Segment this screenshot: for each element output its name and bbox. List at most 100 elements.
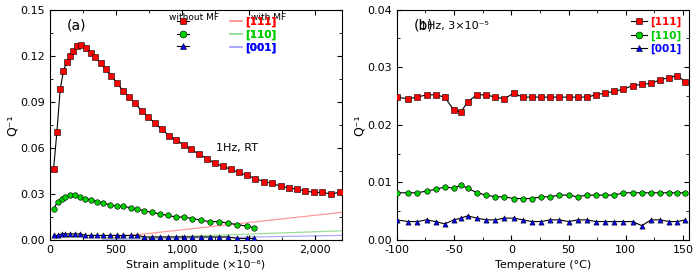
Point [223, 221, 234, 225]
Point [162, 235, 174, 239]
Point [68, 49, 79, 53]
Point [455, 110, 466, 114]
Point [193, 152, 204, 156]
Point [627, 190, 638, 195]
Point [139, 209, 150, 213]
Point [124, 95, 135, 99]
Point [61, 60, 72, 64]
Point [412, 219, 423, 224]
Point [654, 190, 666, 195]
Point [508, 196, 519, 201]
Point [680, 190, 691, 195]
Point [56, 232, 67, 236]
Point [125, 233, 136, 238]
Point [462, 186, 473, 190]
Point [72, 44, 83, 49]
Point [536, 95, 547, 99]
Point [248, 236, 260, 241]
X-axis label: Strain amplitude (×10⁻⁶): Strain amplitude (×10⁻⁶) [126, 261, 265, 270]
Point [412, 190, 423, 195]
Point [654, 218, 666, 222]
Point [48, 207, 59, 211]
Point [664, 219, 675, 224]
Point [554, 218, 565, 222]
Point [664, 190, 675, 195]
Point [92, 233, 103, 238]
Point [80, 196, 91, 201]
Point [146, 210, 158, 214]
Point [163, 133, 174, 138]
Text: 1Hz, RT: 1Hz, RT [216, 143, 258, 153]
Point [654, 78, 666, 82]
Point [645, 218, 657, 222]
Point [64, 54, 76, 58]
Point [283, 185, 294, 190]
Point [250, 176, 261, 181]
Point [609, 89, 620, 94]
Point [439, 222, 450, 226]
Point [104, 203, 116, 207]
Point [204, 235, 215, 239]
Point [232, 222, 243, 227]
Text: without MF: without MF [169, 13, 219, 22]
Point [402, 190, 414, 195]
Point [636, 190, 648, 195]
Point [609, 219, 620, 224]
Point [480, 93, 491, 97]
Point [554, 95, 565, 99]
Point [581, 218, 592, 222]
Text: with MF: with MF [251, 13, 286, 22]
Point [545, 195, 556, 199]
Point [125, 206, 136, 210]
Point [143, 115, 154, 119]
Point [600, 219, 611, 224]
Point [480, 193, 491, 197]
Point [572, 95, 583, 99]
Point [618, 190, 629, 195]
Point [130, 101, 141, 105]
Point [76, 43, 87, 47]
Point [69, 193, 80, 198]
Point [471, 190, 482, 195]
Point [60, 232, 71, 236]
Point [317, 190, 328, 195]
Point [536, 219, 547, 224]
Point [233, 170, 244, 175]
Point [80, 233, 91, 238]
Point [581, 193, 592, 197]
Point [248, 225, 260, 230]
Point [170, 235, 181, 239]
Point [672, 74, 683, 78]
Point [156, 127, 167, 132]
Point [85, 50, 97, 55]
Text: (a): (a) [67, 19, 87, 33]
Point [449, 186, 460, 190]
Point [618, 87, 629, 91]
Point [232, 236, 243, 241]
Point [202, 156, 213, 161]
Point [69, 232, 80, 236]
Point [526, 219, 538, 224]
Point [118, 89, 129, 93]
Point [291, 187, 302, 192]
Point [217, 164, 228, 168]
Point [517, 218, 528, 222]
Point [241, 173, 253, 178]
Point [52, 233, 63, 238]
Point [526, 95, 538, 99]
Point [449, 218, 460, 222]
Point [627, 219, 638, 224]
Point [536, 195, 547, 199]
Point [471, 93, 482, 97]
Point [186, 147, 197, 152]
Point [499, 195, 510, 199]
X-axis label: Temperature (°C): Temperature (°C) [495, 261, 591, 270]
Point [326, 192, 337, 196]
Point [600, 91, 611, 95]
Point [455, 183, 466, 187]
Point [636, 223, 648, 228]
Point [146, 235, 158, 239]
Point [118, 204, 129, 208]
Point [55, 87, 66, 92]
Point [526, 196, 538, 201]
